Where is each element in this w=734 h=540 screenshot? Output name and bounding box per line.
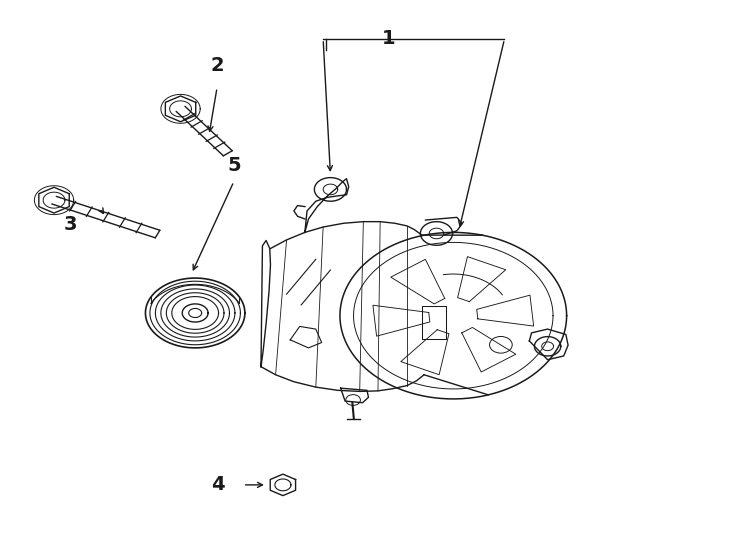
- Text: 3: 3: [64, 215, 78, 234]
- Text: 5: 5: [227, 156, 241, 175]
- Text: 1: 1: [382, 30, 396, 49]
- Text: 2: 2: [210, 56, 224, 76]
- Text: 4: 4: [211, 475, 225, 495]
